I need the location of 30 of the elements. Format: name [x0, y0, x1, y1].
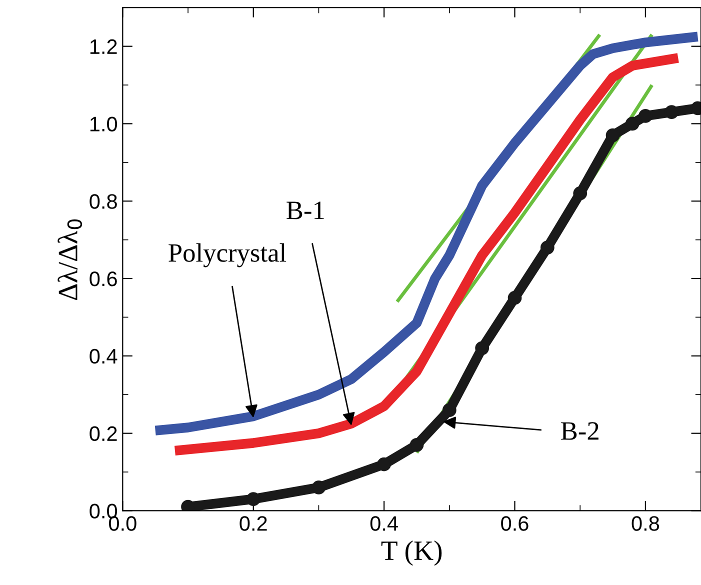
x-tick-label: 0.0 — [109, 516, 136, 531]
point — [508, 290, 522, 305]
y-tick-label: 1.0 — [90, 116, 117, 132]
point — [606, 128, 620, 142]
point — [377, 457, 392, 472]
point — [540, 240, 554, 254]
y-tick-label: 1.2 — [90, 39, 117, 54]
x-tick-label: 0.4 — [370, 516, 398, 531]
y-axis-title: Δλ/Δλ$_{0}$ — [58, 219, 82, 300]
x-tick-label: 0.2 — [240, 516, 267, 531]
point — [625, 116, 640, 131]
annotation: B-1 — [286, 202, 324, 220]
point — [410, 438, 424, 452]
annotation: Polycrystal — [168, 243, 286, 268]
point — [442, 403, 456, 418]
annotation: B-2 — [561, 422, 598, 440]
point — [475, 341, 490, 356]
y-tick-label: 0.0 — [90, 504, 117, 518]
x-tick-label: 0.6 — [501, 516, 528, 531]
y-tick-label: 0.8 — [90, 194, 117, 209]
x-tick-label: 0.8 — [632, 516, 660, 531]
y-tick-label: 0.4 — [90, 348, 118, 364]
y-tick-label: 0.2 — [90, 426, 117, 442]
point — [573, 186, 588, 200]
point — [638, 109, 652, 123]
x-axis-title: T (K) — [381, 540, 442, 566]
point — [664, 105, 679, 120]
point — [246, 492, 260, 506]
y-tick-label: 0.6 — [90, 272, 117, 286]
point — [312, 480, 326, 494]
